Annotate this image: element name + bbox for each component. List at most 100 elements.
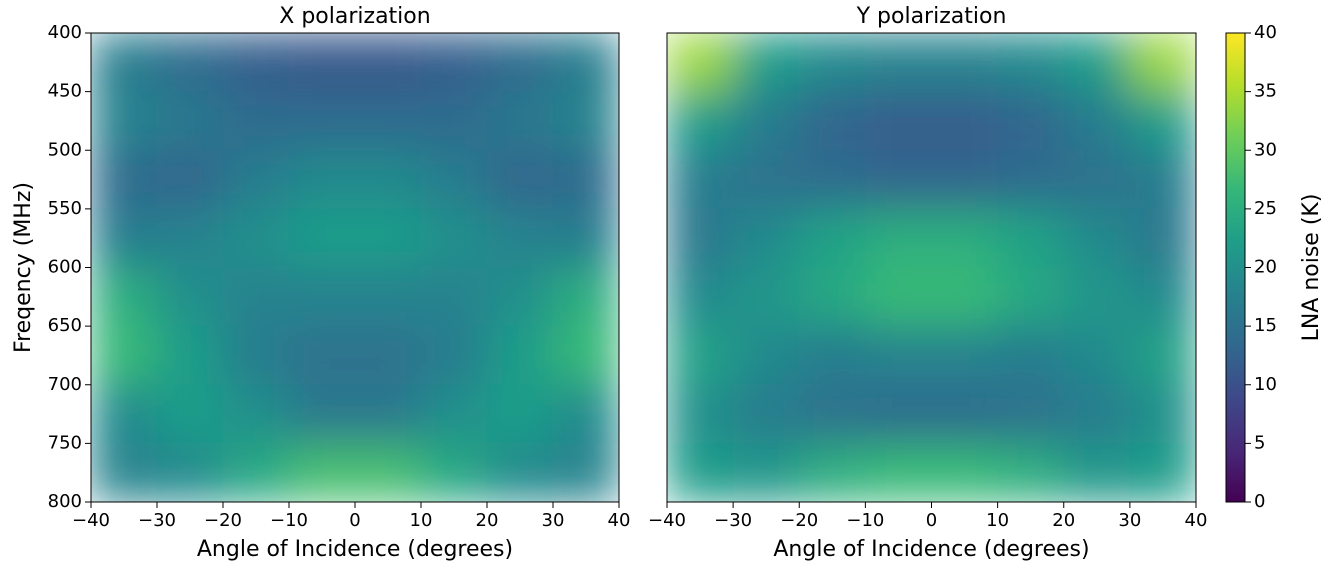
y-tick-label: 550 xyxy=(48,198,82,219)
x-tick-label: −30 xyxy=(714,510,752,531)
heatmap-cell xyxy=(864,149,932,210)
x-tick-label: 10 xyxy=(410,510,433,531)
heatmap-cell xyxy=(222,384,290,444)
x-tick-label: −20 xyxy=(780,510,818,531)
heatmap-cell xyxy=(552,208,619,268)
heatmap-cell xyxy=(288,91,356,151)
colorbar-tick-label: 30 xyxy=(1254,139,1277,160)
heatmap-cell xyxy=(1063,91,1131,151)
x-tick-label: 10 xyxy=(986,510,1009,531)
heatmap-cell xyxy=(667,384,734,444)
heatmap-cell xyxy=(288,267,356,327)
heatmap-cell xyxy=(798,33,866,93)
heatmap-cell xyxy=(732,208,800,268)
heatmap-cell xyxy=(156,149,224,210)
y-tick-label: 500 xyxy=(48,139,82,160)
heatmap-cell xyxy=(931,91,999,151)
colorbar-tick-label: 15 xyxy=(1254,315,1277,336)
heatmap-cell xyxy=(1129,267,1196,327)
plot-area xyxy=(91,33,619,502)
heatmap-cell xyxy=(156,208,224,268)
x-tick-label: −10 xyxy=(270,510,308,531)
heatmap-cell xyxy=(486,33,554,93)
heatmap-cell xyxy=(222,267,290,327)
heatmap-cell xyxy=(931,33,999,93)
heatmap-cell xyxy=(667,267,734,327)
heatmap-cell xyxy=(288,325,356,386)
plot-area xyxy=(667,33,1196,502)
y-tick-label: 450 xyxy=(48,81,82,102)
heatmap-cell xyxy=(997,384,1065,444)
heatmap-cell xyxy=(552,91,619,151)
heatmap-cell xyxy=(1063,149,1131,210)
heatmap-cell xyxy=(420,91,488,151)
heatmap-cell xyxy=(420,149,488,210)
heatmap-cell xyxy=(91,149,158,210)
heatmap-cell xyxy=(420,267,488,327)
heatmap-cell xyxy=(156,384,224,444)
heatmap-cell xyxy=(864,208,932,268)
heatmap-cell xyxy=(732,267,800,327)
heatmap-cell xyxy=(288,149,356,210)
heatmap-cell xyxy=(931,442,999,502)
heatmap-cell xyxy=(1129,442,1196,502)
y-tick-label: 400 xyxy=(48,22,82,43)
x-tick-label: −40 xyxy=(648,510,686,531)
heatmap-cell xyxy=(864,325,932,386)
heatmap-cell xyxy=(667,442,734,502)
heatmap-cell xyxy=(288,442,356,502)
heatmap-cell xyxy=(864,33,932,93)
heatmap-cell xyxy=(667,91,734,151)
heatmap-cells xyxy=(91,33,619,502)
heatmap-cell xyxy=(354,149,422,210)
heatmap-cell xyxy=(864,267,932,327)
colorbar-tick-label: 10 xyxy=(1254,374,1277,395)
heatmap-cell xyxy=(552,149,619,210)
heatmap-cell xyxy=(222,442,290,502)
heatmap-cell xyxy=(1063,325,1131,386)
heatmap-cell xyxy=(486,149,554,210)
y-axis-label: Freqency (MHz) xyxy=(11,182,36,353)
chart-title: Y polarization xyxy=(856,4,1007,29)
heatmap-cell xyxy=(156,325,224,386)
heatmap-cell xyxy=(552,325,619,386)
heatmap-cell xyxy=(1063,384,1131,444)
colorbar-tick-label: 35 xyxy=(1254,81,1277,102)
x-tick-label: −10 xyxy=(846,510,884,531)
heatmap-cell xyxy=(91,33,158,93)
heatmap-cell xyxy=(222,325,290,386)
heatmap-cell xyxy=(1063,33,1131,93)
heatmap-cell xyxy=(864,91,932,151)
heatmap-cell xyxy=(732,91,800,151)
heatmap-cell xyxy=(997,91,1065,151)
heatmap-cell xyxy=(420,442,488,502)
heatmap-cell xyxy=(798,149,866,210)
heatmap-cell xyxy=(997,325,1065,386)
heatmap-cell xyxy=(864,442,932,502)
x-tick-label: 0 xyxy=(926,510,937,531)
heatmap-cell xyxy=(354,442,422,502)
heatmap-cell xyxy=(798,91,866,151)
heatmap-cell xyxy=(91,442,158,502)
y-tick-label: 700 xyxy=(48,374,82,395)
y-tick-label: 800 xyxy=(48,491,82,512)
heatmap-cell xyxy=(931,267,999,327)
heatmap-cell xyxy=(997,442,1065,502)
x-tick-label: 20 xyxy=(476,510,499,531)
heatmap-cell xyxy=(931,384,999,444)
heatmap-cell xyxy=(667,149,734,210)
heatmap-cell xyxy=(288,208,356,268)
x-tick-label: 30 xyxy=(1118,510,1141,531)
heatmap-cell xyxy=(1063,208,1131,268)
heatmap-cell xyxy=(91,384,158,444)
heatmap-cell xyxy=(354,267,422,327)
y-tick-label: 650 xyxy=(48,315,82,336)
x-tick-label: −20 xyxy=(204,510,242,531)
heatmap-cell xyxy=(552,33,619,93)
heatmap-cell xyxy=(354,33,422,93)
heatmap-cell xyxy=(288,384,356,444)
heatmap-cell xyxy=(798,208,866,268)
heatmap-cell xyxy=(798,384,866,444)
heatmap-cell xyxy=(1063,442,1131,502)
colorbar-tick-label: 40 xyxy=(1254,22,1277,43)
